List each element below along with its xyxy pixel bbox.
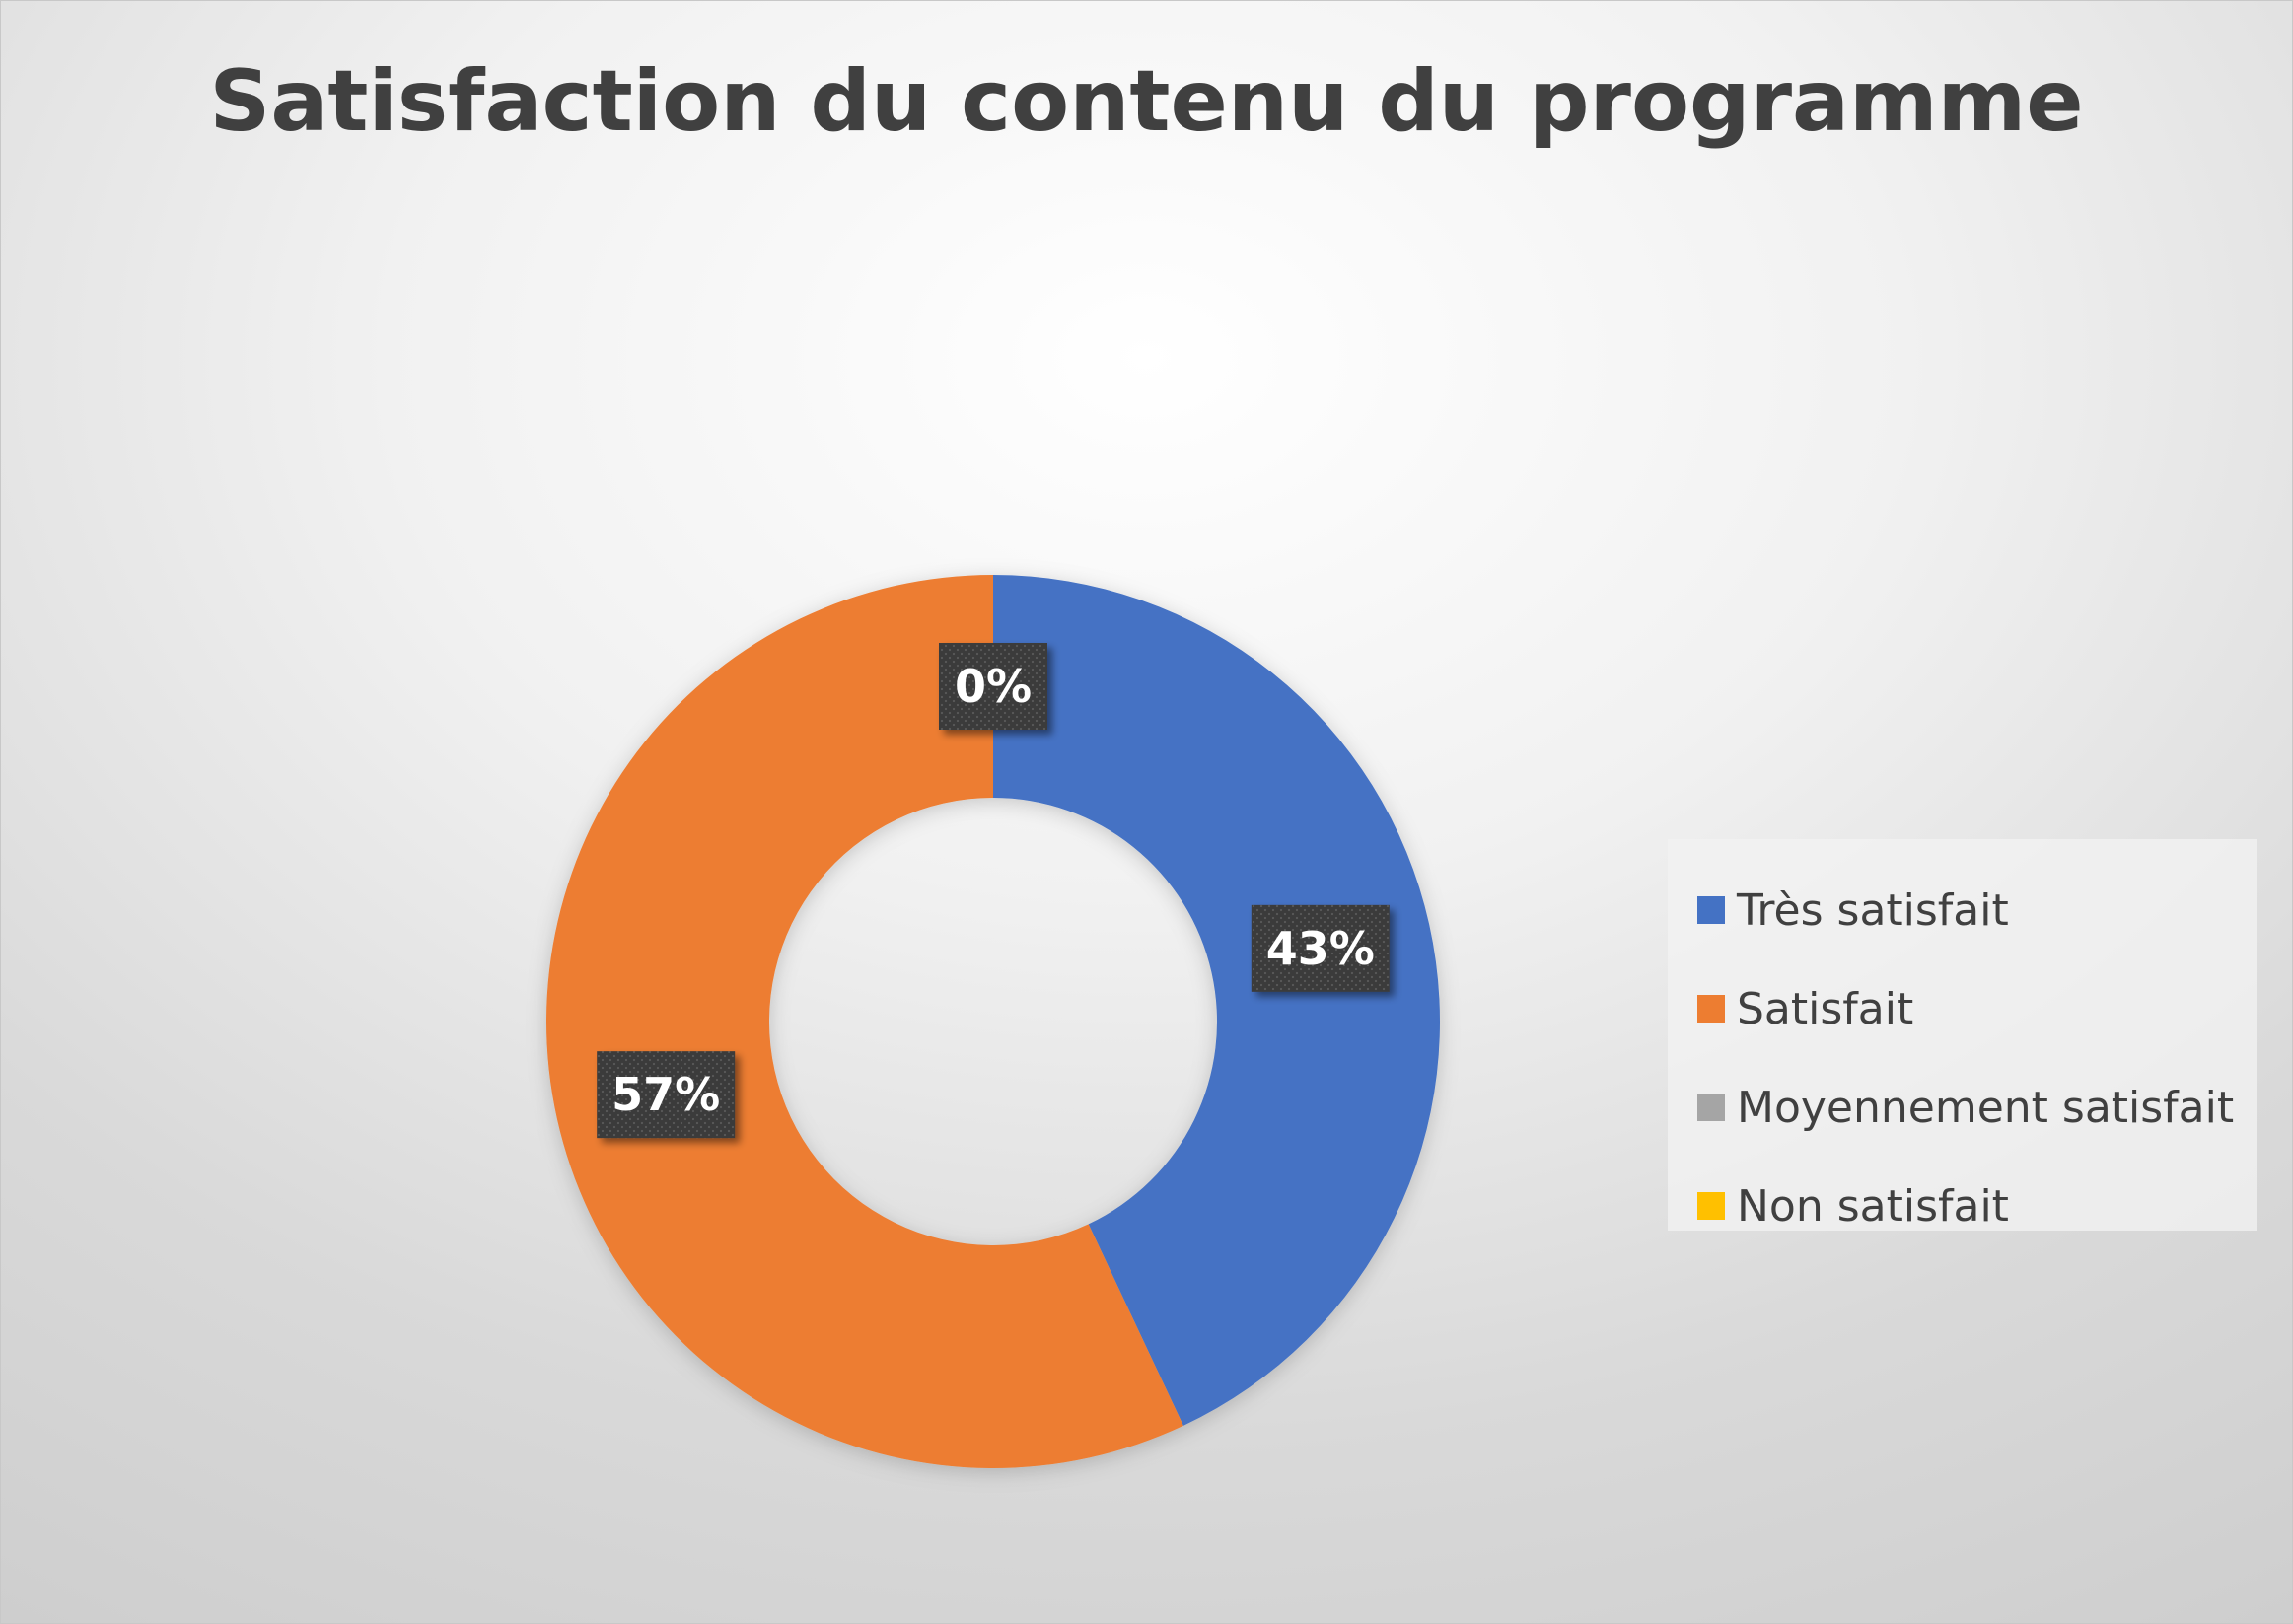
legend-swatch [1697,896,1725,924]
legend-swatch [1697,995,1725,1023]
legend-label: Très satisfait [1737,884,2009,936]
legend: Très satisfait Satisfait Moyennement sat… [1668,839,2257,1232]
data-label-text: 57% [611,1068,720,1121]
data-label-tres-satisfait: 43% [1251,904,1390,992]
data-label-text: 43% [1266,922,1375,975]
data-label-box [597,1051,736,1139]
slice-satisfait [546,575,1183,1468]
data-label-satisfait: 57% [597,1051,736,1139]
legend-label: Moyennement satisfait [1737,1082,2235,1133]
legend-item-satisfait: Satisfait [1668,959,2257,1058]
slice-tres-satisfait [993,575,1440,1426]
data-label-box [939,643,1047,730]
legend-item-moyennement-satisfait: Moyennement satisfait [1668,1058,2257,1157]
legend-label: Satisfait [1737,983,1914,1034]
data-label-moyennement-satisfait: 0% [939,643,1047,730]
legend-label: Non satisfait [1737,1180,2009,1232]
legend-item-non-satisfait: Non satisfait [1668,1157,2257,1255]
legend-swatch [1697,1094,1725,1121]
data-label-box [1251,904,1390,992]
data-label-text: 0% [955,660,1032,713]
chart-title: Satisfaction du contenu du programme [209,52,2084,151]
legend-item-tres-satisfait: Très satisfait [1668,861,2257,959]
legend-swatch [1697,1192,1725,1220]
